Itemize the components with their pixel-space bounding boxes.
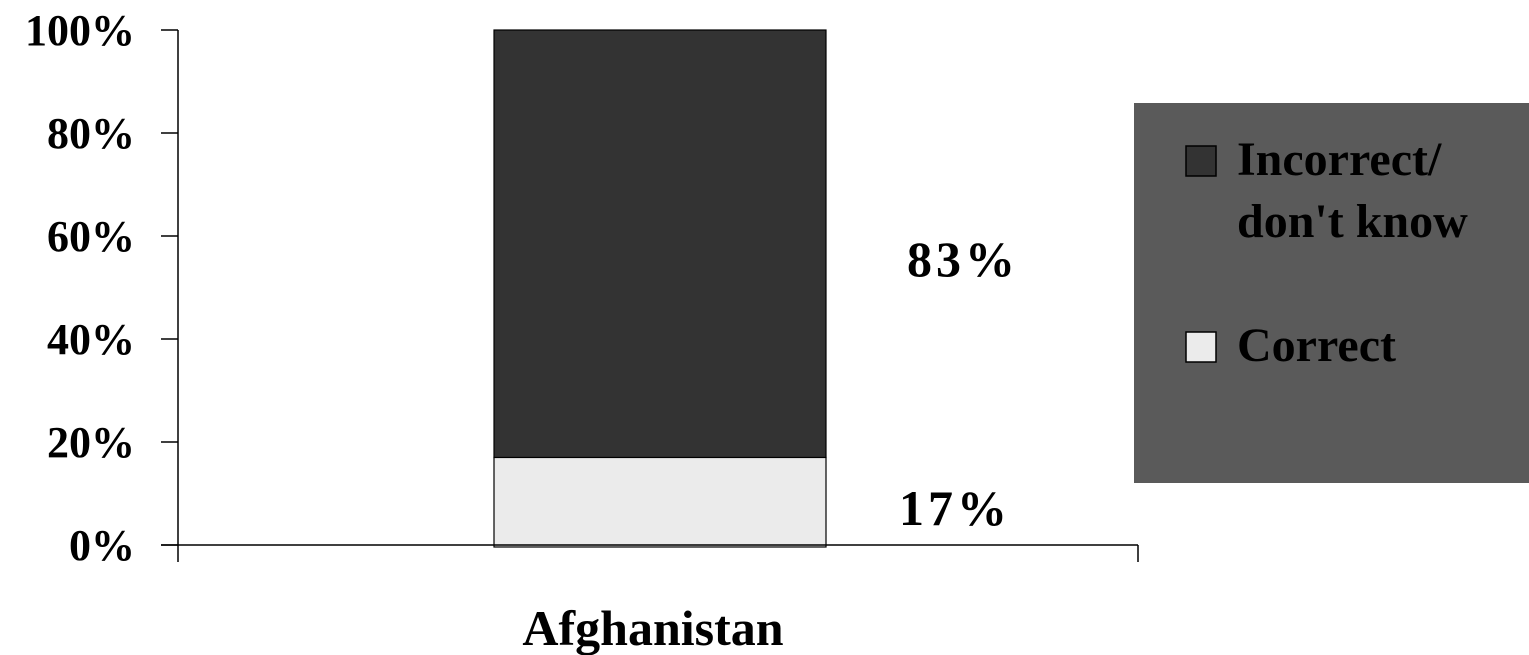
legend-swatch [1185,145,1217,177]
y-tick-label: 0% [69,521,135,570]
legend-swatch [1185,331,1217,363]
legend: Incorrect/don't know Correct [1134,103,1529,483]
data-label: 17% [899,480,1011,536]
y-tick-label: 60% [47,212,135,261]
data-label: 83% [907,231,1019,287]
category-label: Afghanistan [522,600,783,655]
y-tick-label: 80% [47,109,135,158]
legend-label: Incorrect/ [1237,133,1442,186]
axes [161,30,1139,562]
y-axis: 0% 20% 40% 60% 80% 100% [25,6,178,570]
y-tick-label: 100% [25,6,135,55]
data-labels: 17% 83% [899,231,1019,536]
bars [493,29,827,548]
legend-label: don't know [1237,195,1468,248]
legend-label: Correct [1237,319,1396,372]
y-tick-label: 40% [47,315,135,364]
y-tick-label: 20% [47,418,135,467]
bar-segment [493,29,827,459]
bar-segment [493,456,827,548]
x-axis: Afghanistan [522,600,783,655]
